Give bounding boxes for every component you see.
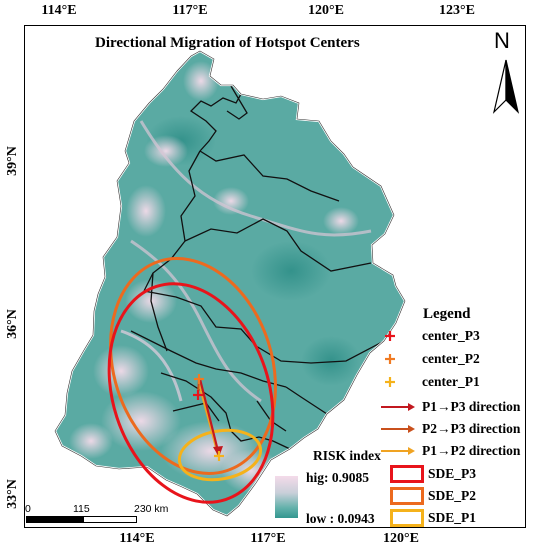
legend-label: center_P1	[422, 374, 480, 389]
legend-label: SDE_P1	[428, 510, 477, 525]
cross-icon	[380, 327, 416, 345]
scale-label: 0	[25, 503, 31, 515]
legend-label: P1→P2 direction	[422, 443, 521, 458]
legend-label: P2→P3 direction	[422, 421, 521, 436]
north-arrow-icon	[492, 59, 520, 114]
lon-tick-top: 117°E	[172, 3, 208, 18]
lon-tick-bottom: 120°E	[383, 531, 419, 546]
risk-high-label: hig: 0.9085	[306, 470, 370, 485]
sde-p3-ellipse	[107, 282, 275, 504]
center-p3-marker	[193, 390, 203, 400]
lat-tick: 36°N	[5, 309, 20, 339]
scale-bar	[26, 516, 137, 523]
risk-color-ramp	[275, 476, 298, 518]
arrow-icon	[380, 420, 416, 438]
sde-p2-ellipse	[109, 257, 277, 475]
lon-tick-top: 114°E	[41, 3, 77, 18]
legend-title: Legend	[423, 306, 471, 322]
map-title: Directional Migration of Hotspot Centers	[95, 35, 360, 51]
lon-tick-bottom: 114°E	[119, 531, 155, 546]
map-frame	[24, 25, 526, 528]
cross-icon	[380, 373, 416, 391]
legend-item-center-p2: center_P2	[380, 350, 480, 368]
legend-label: center_P2	[422, 351, 480, 366]
arrow-icon	[380, 442, 416, 460]
map-canvas	[53, 49, 407, 518]
legend-item-center-p3: center_P3	[380, 327, 480, 345]
legend-item-center-p1: center_P1	[380, 373, 480, 391]
legend-item-p1-p2: P1→P2 direction	[380, 442, 520, 460]
risk-index-title: RISK index	[313, 448, 381, 463]
sde-swatch	[390, 487, 424, 505]
lon-tick-top: 120°E	[308, 3, 344, 18]
sde-swatch	[390, 465, 424, 483]
scale-label: 115	[73, 503, 90, 515]
legend-label: SDE_P2	[428, 488, 477, 503]
cross-icon	[380, 350, 416, 368]
legend-label: SDE_P3	[428, 466, 477, 481]
legend-sde-p3: SDE_P3	[390, 465, 476, 483]
p1-p3-direction-arrow	[198, 378, 221, 456]
legend-label: P1→P3 direction	[422, 399, 521, 414]
risk-low-label: low : 0.0943	[306, 511, 375, 526]
legend-item-p1-p3: P1→P3 direction	[380, 398, 520, 416]
lon-tick-top: 123°E	[439, 3, 475, 18]
arrow-icon	[380, 398, 416, 416]
legend-label: center_P3	[422, 328, 480, 343]
sde-swatch	[390, 509, 424, 527]
lon-tick-bottom: 117°E	[250, 531, 286, 546]
lat-tick: 33°N	[5, 479, 20, 509]
scale-label: 230 km	[134, 503, 169, 515]
lat-tick: 39°N	[5, 146, 20, 176]
north-label: N	[494, 28, 510, 53]
legend-item-p2-p3: P2→P3 direction	[380, 420, 520, 438]
legend-sde-p2: SDE_P2	[390, 487, 476, 505]
center-p2-marker	[194, 374, 204, 384]
sde-p1-ellipse	[177, 428, 263, 482]
center-p1-marker	[214, 451, 224, 461]
legend-sde-p1: SDE_P1	[390, 509, 476, 527]
